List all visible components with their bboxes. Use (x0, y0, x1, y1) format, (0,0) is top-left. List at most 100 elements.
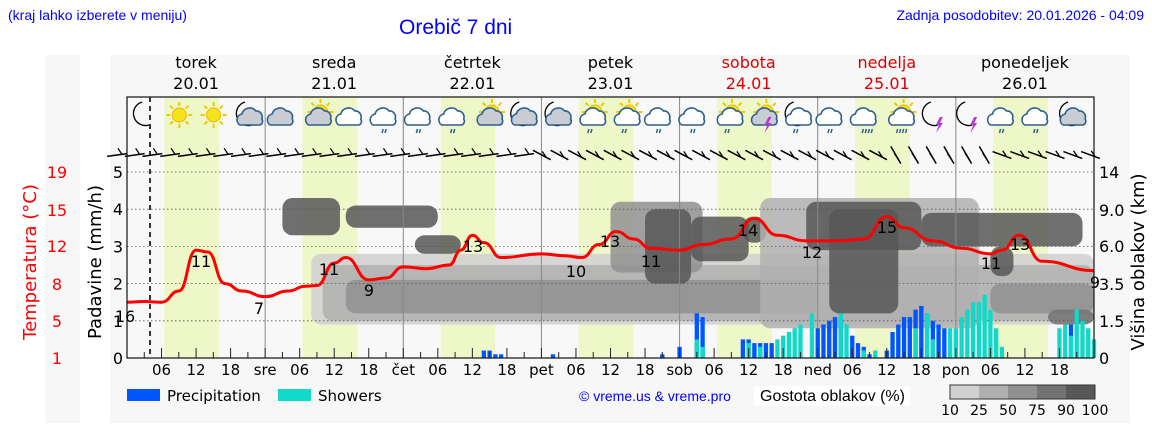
showers-legend-label: Showers (318, 387, 382, 405)
moon-cloudy-icon (1058, 101, 1087, 127)
cloud-height-tick: 14 (1099, 163, 1119, 182)
cloud-density-tick: 50 (999, 403, 1017, 419)
temperature-axis-panel (45, 55, 80, 423)
cloud-density-swatch (979, 385, 1008, 399)
sun-cloud-thunder-icon (750, 99, 780, 133)
weather-icons-row (132, 99, 1087, 134)
sun-cloud-light-rain-icon (613, 99, 643, 134)
cloud-height-tick: 3.5 (1099, 275, 1124, 294)
x-tick-label: 12 (187, 361, 206, 379)
day-date: 26.01 (1002, 74, 1048, 93)
moon-thunder-icon (956, 101, 978, 133)
cloud-height-tick: 1.5 (1099, 312, 1124, 331)
x-tick-label: 06 (981, 361, 1000, 379)
sun-cloud-light-rain-icon (579, 99, 608, 134)
x-tick-label: ned (804, 361, 832, 379)
temperature-value-label: 9 (364, 281, 374, 300)
cloud-density-tick: 90 (1057, 403, 1075, 419)
precip-tick: 4 (113, 200, 123, 219)
day-name: četrtek (444, 53, 502, 72)
x-tick-label: 06 (290, 361, 309, 379)
wind-barbs-row (106, 145, 1101, 165)
temperature-tick: 12 (47, 237, 67, 256)
precipitation-legend-label: Precipitation (167, 387, 261, 405)
temperature-axis-label: Temperatura (°C) (20, 184, 41, 341)
cloud-density-tick: 25 (970, 403, 988, 419)
x-tick-label: 12 (877, 361, 896, 379)
cloud-density-swatch (1037, 385, 1066, 399)
temperature-value-label: 14 (738, 221, 758, 240)
day-date: 20.01 (173, 74, 219, 93)
last-updated: Zadnja posodobitev: 20.01.2026 - 04:09 (896, 7, 1144, 23)
temperature-tick: 15 (47, 201, 67, 220)
temperature-value-label: 10 (566, 262, 586, 281)
cloud-density-tick: 100 (1082, 403, 1109, 419)
moon-cloud-light-rain-icon (784, 101, 813, 134)
temperature-value-label: 9 (1090, 273, 1100, 292)
temperature-tick: 1 (52, 349, 62, 368)
cloud-light-rain-icon (403, 107, 431, 134)
x-tick-label: 18 (912, 361, 931, 379)
temperature-value-label: 13 (463, 237, 483, 256)
cloud-density-label-bg (754, 386, 910, 406)
precip-tick: 0 (113, 349, 123, 368)
sun-icon (166, 102, 193, 128)
cloud-density-tick: 10 (941, 403, 959, 419)
temperature-value-label: 11 (191, 252, 211, 271)
page-title: Orebič 7 dni (399, 16, 513, 39)
cloud-rain-icon (849, 107, 877, 134)
temperature-tick: 8 (52, 275, 62, 294)
copyright-link[interactable]: © vreme.us & vreme.pro (579, 388, 731, 404)
temperature-value-label: 12 (802, 243, 822, 262)
x-tick-label: 18 (774, 361, 793, 379)
precipitation-legend-swatch (127, 389, 160, 401)
x-tick-label: sre (254, 361, 277, 379)
moon-cloudy-icon (235, 101, 264, 127)
x-tick-label: pon (942, 361, 970, 379)
cloudy-icon (266, 107, 294, 126)
precip-tick: 1 (113, 312, 123, 331)
x-tick-label: 18 (1050, 361, 1069, 379)
cloud-light-rain-icon (643, 107, 671, 134)
x-tick-label: 12 (1015, 361, 1034, 379)
x-tick-label: čet (392, 361, 415, 379)
precip-axis-label: Padavine (mm/h) (85, 185, 106, 339)
x-tick-label: 06 (428, 361, 447, 379)
cloud-height-tick: 6.0 (1099, 237, 1124, 256)
x-tick-label: 06 (843, 361, 862, 379)
x-tick-label: 06 (566, 361, 585, 379)
cloud-light-rain-icon (369, 107, 397, 134)
x-tick-label: 12 (463, 361, 482, 379)
cloud-light-rain-icon (438, 107, 466, 134)
x-tick-label: 12 (325, 361, 344, 379)
day-name: sobota (722, 53, 776, 72)
sun-icon (200, 102, 227, 128)
daylight-band (164, 97, 220, 358)
temperature-value-label: 15 (877, 218, 897, 237)
x-tick-label: 18 (497, 361, 516, 379)
showers-legend-swatch (278, 389, 311, 401)
moon-thunder-icon (921, 101, 943, 133)
x-tick-label: pet (529, 361, 554, 379)
day-name: nedelja (857, 53, 916, 72)
temperature-tick: 19 (47, 163, 67, 182)
x-tick-label: 06 (152, 361, 171, 379)
sun-cloud-light-rain-icon (716, 99, 746, 134)
day-date: 25.01 (864, 74, 910, 93)
x-tick-label: 18 (221, 361, 240, 379)
day-date: 22.01 (449, 74, 495, 93)
day-name: sreda (312, 53, 356, 72)
cloud-density-layer (282, 198, 1094, 329)
day-name: ponedeljek (981, 53, 1070, 72)
day-date: 24.01 (726, 74, 772, 93)
cloud-density-label: Gostota oblakov (%) (760, 388, 905, 405)
temperature-value-label: 11 (641, 252, 661, 271)
day-name: petek (588, 53, 634, 72)
cloud-density-swatch (950, 385, 979, 399)
cloud-height-axis-label: Višina oblakov (km) (1128, 173, 1149, 350)
temperature-value-label: 7 (254, 299, 264, 318)
day-date: 23.01 (588, 74, 634, 93)
temperature-value-label: 13 (600, 232, 620, 251)
cloud-height-tick: 0 (1099, 349, 1109, 368)
